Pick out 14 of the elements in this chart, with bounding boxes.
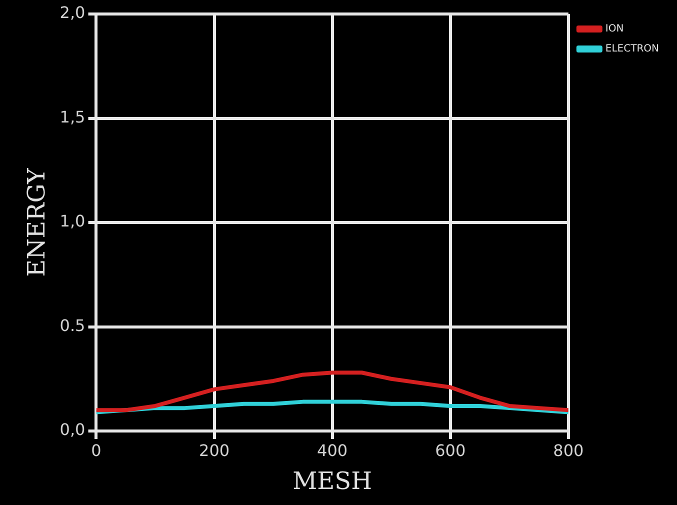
y-tick-label: 0.5 <box>60 316 86 335</box>
y-tick-label: 0,0 <box>60 420 86 440</box>
y-tick-label: 2,0 <box>60 3 86 22</box>
x-tick-label: 600 <box>435 440 466 460</box>
legend-label: ELECTRON <box>605 44 660 55</box>
y-axis-title: ENERGY <box>22 166 51 277</box>
y-tick-label: 1,0 <box>60 212 86 231</box>
y-tick-label: 1,5 <box>60 107 86 126</box>
x-tick-label: 400 <box>317 440 348 460</box>
x-tick-label: 0 <box>91 440 102 460</box>
x-tick-label: 200 <box>199 440 230 460</box>
x-tick-label: 800 <box>553 440 584 460</box>
x-axis-title: MESH <box>292 466 372 495</box>
legend-label: ION <box>605 24 624 35</box>
